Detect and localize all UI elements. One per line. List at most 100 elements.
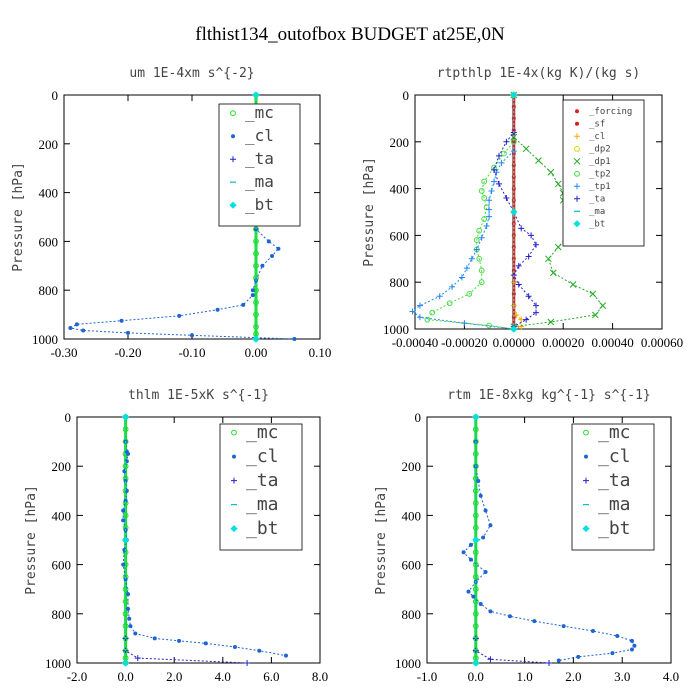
- x-tick-label: 1.0: [516, 669, 532, 684]
- series-line: [475, 417, 550, 664]
- data-point: [507, 614, 512, 619]
- legend-label: _cl: [245, 126, 274, 145]
- plot-frame: [414, 94, 663, 330]
- series-line: [411, 95, 515, 330]
- data-point: [488, 187, 495, 194]
- data-point: [449, 283, 456, 290]
- legend-marker: [584, 454, 588, 459]
- data-point: [473, 246, 480, 253]
- data-point: [476, 478, 481, 483]
- data-point: [177, 313, 182, 318]
- x-tick-label: -0.20: [114, 345, 141, 360]
- data-point: [244, 660, 251, 666]
- legend-marker: [231, 429, 237, 436]
- data-point: [501, 150, 507, 157]
- data-point: [472, 438, 479, 445]
- y-tick-label: 800: [52, 607, 72, 622]
- y-tick-label: 600: [39, 234, 59, 249]
- data-point: [481, 178, 488, 185]
- legend-label: _mc: [246, 422, 279, 443]
- data-point: [472, 413, 480, 421]
- data-point: [466, 291, 473, 297]
- legend-label: _mc: [245, 103, 274, 122]
- data-point: [495, 180, 502, 187]
- legend-label: _bt: [246, 518, 279, 539]
- data-point: [122, 610, 129, 617]
- data-point: [203, 641, 208, 646]
- y-axis-label: Pressure [hPa]: [11, 162, 26, 272]
- data-point: [510, 325, 518, 333]
- chart-panel: thlm 1E-5xK s^{-1} Pressure [hPa] 0 200 400 6…: [24, 388, 328, 684]
- y-tick-label: 0: [65, 410, 72, 425]
- legend-label: _bt: [598, 518, 631, 539]
- x-tick-label: 0.10: [309, 345, 332, 360]
- data-point: [511, 256, 516, 261]
- y-tick-label: 800: [39, 283, 59, 298]
- data-point: [252, 335, 260, 343]
- data-point: [488, 523, 493, 528]
- series-line: [122, 417, 287, 657]
- data-point: [472, 536, 480, 544]
- series-bt: [472, 413, 480, 667]
- data-point: [535, 157, 542, 164]
- data-point: [122, 659, 130, 667]
- data-point: [250, 288, 255, 293]
- x-tick-label: -0.30: [50, 345, 77, 360]
- x-tick-label: 0.0: [117, 669, 133, 684]
- x-tick-label: 0.00040: [591, 335, 633, 350]
- data-point: [250, 293, 255, 298]
- data-point: [416, 314, 423, 321]
- data-point: [283, 653, 288, 658]
- y-tick-label: 1000: [383, 322, 409, 337]
- legend-label: _bt: [589, 220, 605, 230]
- y-tick-label: 800: [402, 607, 422, 622]
- data-point: [123, 478, 128, 483]
- data-point: [547, 318, 555, 326]
- data-point: [632, 643, 637, 648]
- data-point: [576, 654, 581, 659]
- data-point: [591, 311, 599, 319]
- y-axis-label: Pressure [hPa]: [24, 485, 39, 595]
- data-point: [533, 309, 540, 316]
- x-tick-label: 2.0: [565, 669, 581, 684]
- data-point: [518, 225, 525, 232]
- data-point: [126, 451, 131, 456]
- legend-marker: [574, 183, 580, 190]
- data-point: [546, 660, 552, 666]
- y-tick-label: 1000: [45, 656, 71, 671]
- data-point: [472, 451, 479, 457]
- data-point: [254, 227, 258, 232]
- series-line: [513, 95, 604, 328]
- data-point: [121, 562, 126, 567]
- legend-marker: [230, 156, 236, 163]
- data-point: [554, 180, 562, 188]
- y-tick-label: 0: [403, 88, 410, 103]
- data-point: [515, 262, 522, 269]
- data-point: [549, 269, 557, 277]
- data-point: [471, 594, 476, 599]
- data-point: [121, 508, 126, 513]
- data-point: [487, 656, 494, 663]
- data-point: [481, 216, 488, 222]
- data-point: [252, 91, 260, 99]
- legend-label: _ta: [598, 470, 631, 491]
- data-point: [473, 237, 480, 243]
- series-line: [462, 417, 635, 662]
- data-point: [556, 658, 561, 663]
- y-tick-label: 200: [390, 135, 410, 150]
- legend-marker: [231, 477, 237, 484]
- panel-title: um 1E-4xm s^{-2}: [129, 66, 254, 81]
- data-point: [458, 274, 465, 281]
- plot-frame: [76, 416, 321, 664]
- data-point: [461, 550, 466, 555]
- x-tick-label: 0.00000: [493, 335, 535, 350]
- legend-marker: [232, 454, 236, 459]
- data-point: [478, 267, 485, 274]
- legend-label: _forcing: [589, 107, 632, 117]
- data-point: [511, 315, 516, 320]
- y-tick-label: 0: [415, 410, 422, 425]
- legend-marker: [574, 170, 580, 177]
- legend-marker: [575, 121, 579, 126]
- data-point: [533, 241, 540, 248]
